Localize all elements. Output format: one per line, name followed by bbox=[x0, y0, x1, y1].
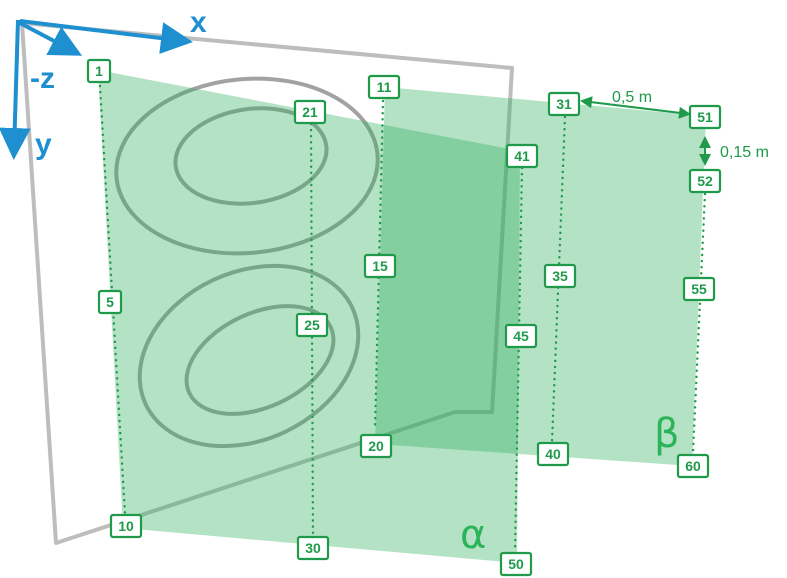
point-tag: 20 bbox=[359, 433, 393, 459]
point-tag: 35 bbox=[543, 263, 577, 289]
surface-frame bbox=[20, 21, 514, 545]
point-tag-label: 35 bbox=[552, 268, 568, 284]
point-tag: 1 bbox=[86, 58, 112, 84]
point-tag: 40 bbox=[536, 441, 570, 467]
point-tag-label: 15 bbox=[372, 258, 388, 274]
point-tag-label: 31 bbox=[556, 96, 572, 112]
y-axis-label: y bbox=[35, 128, 52, 161]
point-tag-label: 50 bbox=[508, 556, 524, 572]
y-axis-arrow bbox=[0, 19, 31, 160]
point-tag: 15 bbox=[363, 253, 397, 279]
point-tag: 5 bbox=[97, 289, 123, 315]
plane-beta bbox=[375, 87, 706, 466]
z-axis-label: -z bbox=[30, 62, 55, 95]
point-tag-label: 21 bbox=[302, 104, 318, 120]
point-tag-label: 5 bbox=[106, 294, 114, 310]
point-tag: 11 bbox=[367, 74, 401, 100]
dimension-group: 0,5 m 0,15 m bbox=[580, 89, 769, 166]
vertical-spacing-label: 0,15 m bbox=[720, 144, 769, 161]
gridline-31-40 bbox=[550, 115, 567, 444]
point-tag: 52 bbox=[688, 168, 722, 194]
point-tag-label: 60 bbox=[685, 458, 701, 474]
point-tag-label: 55 bbox=[691, 281, 707, 297]
point-tag: 50 bbox=[499, 551, 533, 577]
beta-plane-label: β bbox=[654, 411, 680, 457]
point-tag-label: 51 bbox=[697, 109, 713, 125]
point-tag-label: 30 bbox=[305, 540, 321, 556]
point-tag: 31 bbox=[547, 91, 581, 117]
contour-upper-inner bbox=[173, 106, 329, 206]
point-labels: 1 5 10 11 15 20 21 25 30 31 35 40 41 45 … bbox=[86, 58, 722, 577]
contour-upper-outer bbox=[114, 76, 380, 256]
point-tag: 60 bbox=[676, 453, 710, 479]
z-axis-arrow bbox=[17, 20, 83, 56]
point-tag-label: 45 bbox=[513, 328, 529, 344]
point-tag-label: 20 bbox=[368, 438, 384, 454]
point-tag-label: 40 bbox=[545, 446, 561, 462]
point-tag-label: 52 bbox=[697, 173, 713, 189]
point-tag-label: 1 bbox=[95, 63, 103, 79]
point-tag: 51 bbox=[688, 104, 722, 130]
axes-group: x -z y bbox=[0, 6, 207, 161]
point-tag: 55 bbox=[682, 276, 716, 302]
point-tag-label: 25 bbox=[304, 317, 320, 333]
contour-group bbox=[114, 76, 380, 449]
point-tag-label: 11 bbox=[377, 79, 392, 95]
point-tag-label: 10 bbox=[118, 518, 134, 534]
x-axis-label: x bbox=[190, 6, 207, 39]
point-tag-label: 41 bbox=[514, 148, 530, 164]
gridline-52-60 bbox=[691, 192, 707, 454]
horizontal-spacing-label: 0,5 m bbox=[612, 89, 652, 106]
point-tag: 10 bbox=[109, 513, 143, 539]
point-tag: 45 bbox=[504, 323, 538, 349]
point-tag: 30 bbox=[296, 535, 330, 561]
x-axis-arrow bbox=[19, 19, 193, 54]
point-tag: 41 bbox=[505, 143, 539, 169]
horizontal-spacing-arrow bbox=[580, 96, 691, 119]
point-tag: 25 bbox=[295, 312, 329, 338]
point-tag: 21 bbox=[293, 99, 327, 125]
contour-lower-outer bbox=[137, 263, 361, 449]
alpha-plane-label: α bbox=[460, 512, 486, 558]
contour-lower-inner bbox=[184, 304, 336, 416]
